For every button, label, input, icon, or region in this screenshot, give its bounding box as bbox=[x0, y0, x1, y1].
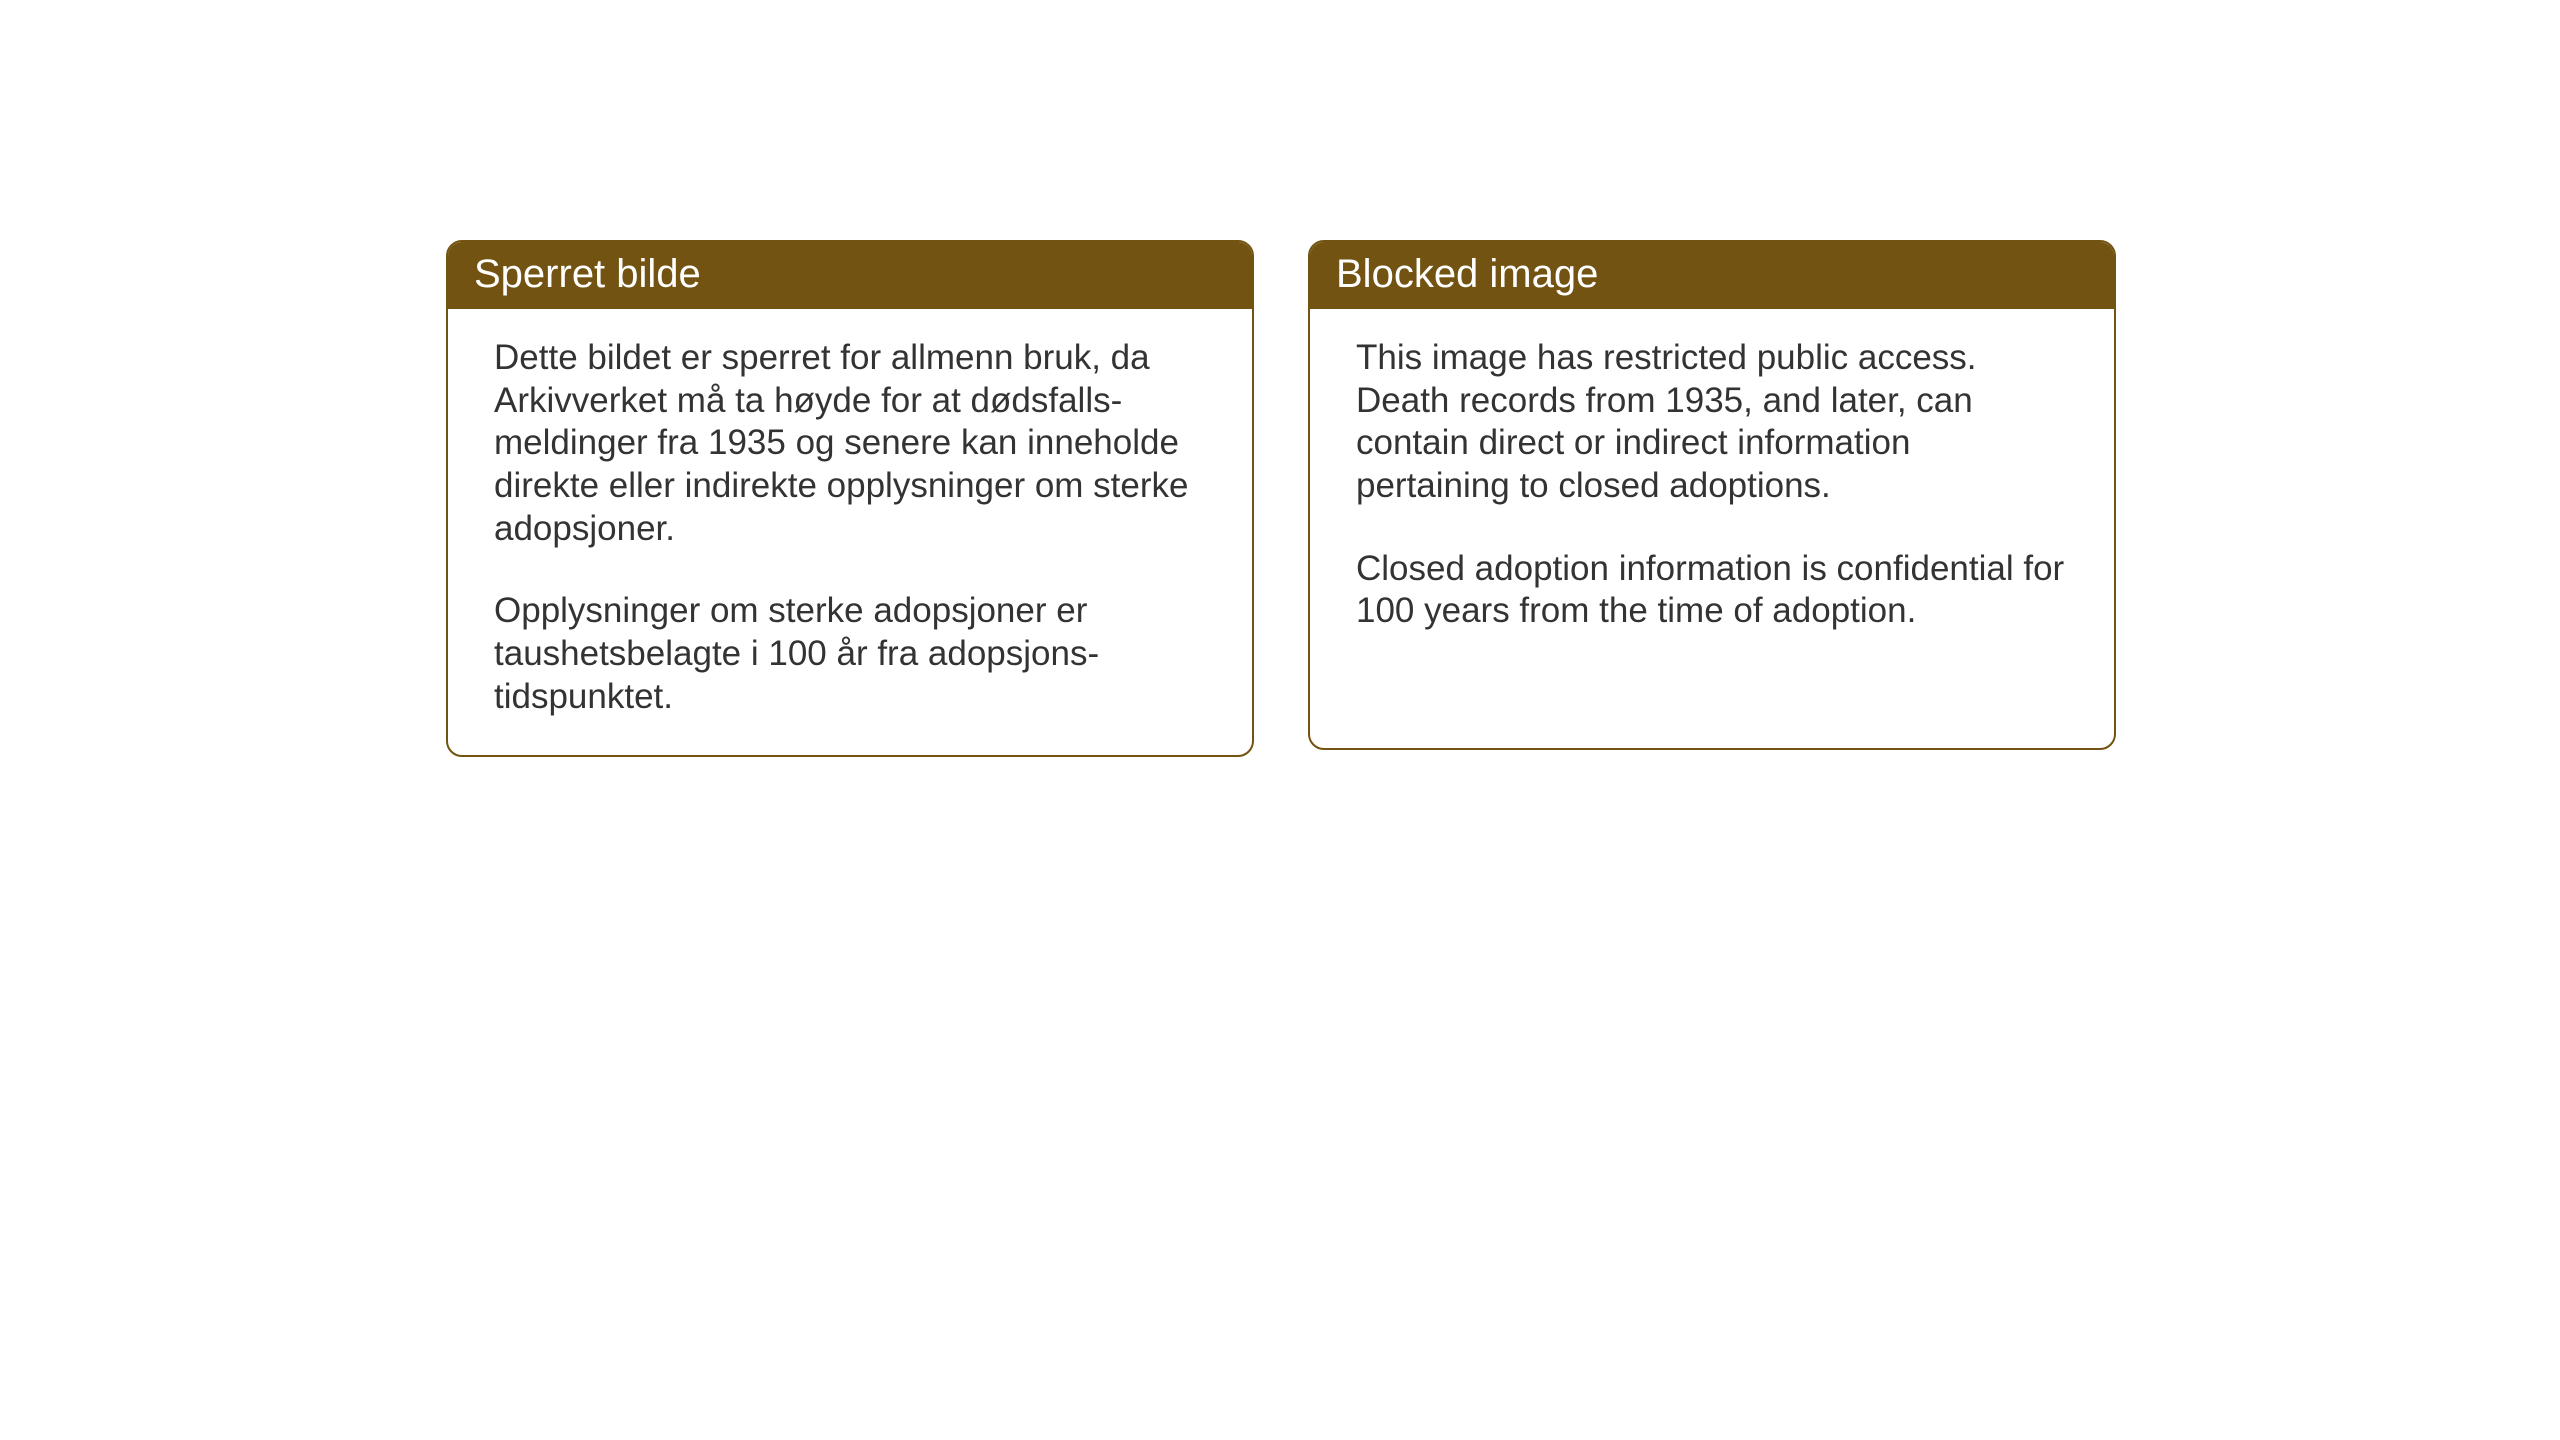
notice-title-norwegian: Sperret bilde bbox=[474, 252, 701, 296]
notice-title-english: Blocked image bbox=[1336, 252, 1598, 296]
notice-paragraph-2-english: Closed adoption information is confident… bbox=[1356, 548, 2072, 633]
notice-body-english: This image has restricted public access.… bbox=[1310, 309, 2114, 669]
notice-container: Sperret bilde Dette bildet er sperret fo… bbox=[0, 0, 2560, 757]
notice-card-norwegian: Sperret bilde Dette bildet er sperret fo… bbox=[446, 240, 1254, 757]
notice-card-english: Blocked image This image has restricted … bbox=[1308, 240, 2116, 750]
notice-paragraph-1-norwegian: Dette bildet er sperret for allmenn bruk… bbox=[494, 337, 1210, 550]
notice-header-norwegian: Sperret bilde bbox=[448, 242, 1252, 309]
notice-paragraph-1-english: This image has restricted public access.… bbox=[1356, 337, 2072, 508]
notice-paragraph-2-norwegian: Opplysninger om sterke adopsjoner er tau… bbox=[494, 590, 1210, 718]
notice-header-english: Blocked image bbox=[1310, 242, 2114, 309]
notice-body-norwegian: Dette bildet er sperret for allmenn bruk… bbox=[448, 309, 1252, 755]
